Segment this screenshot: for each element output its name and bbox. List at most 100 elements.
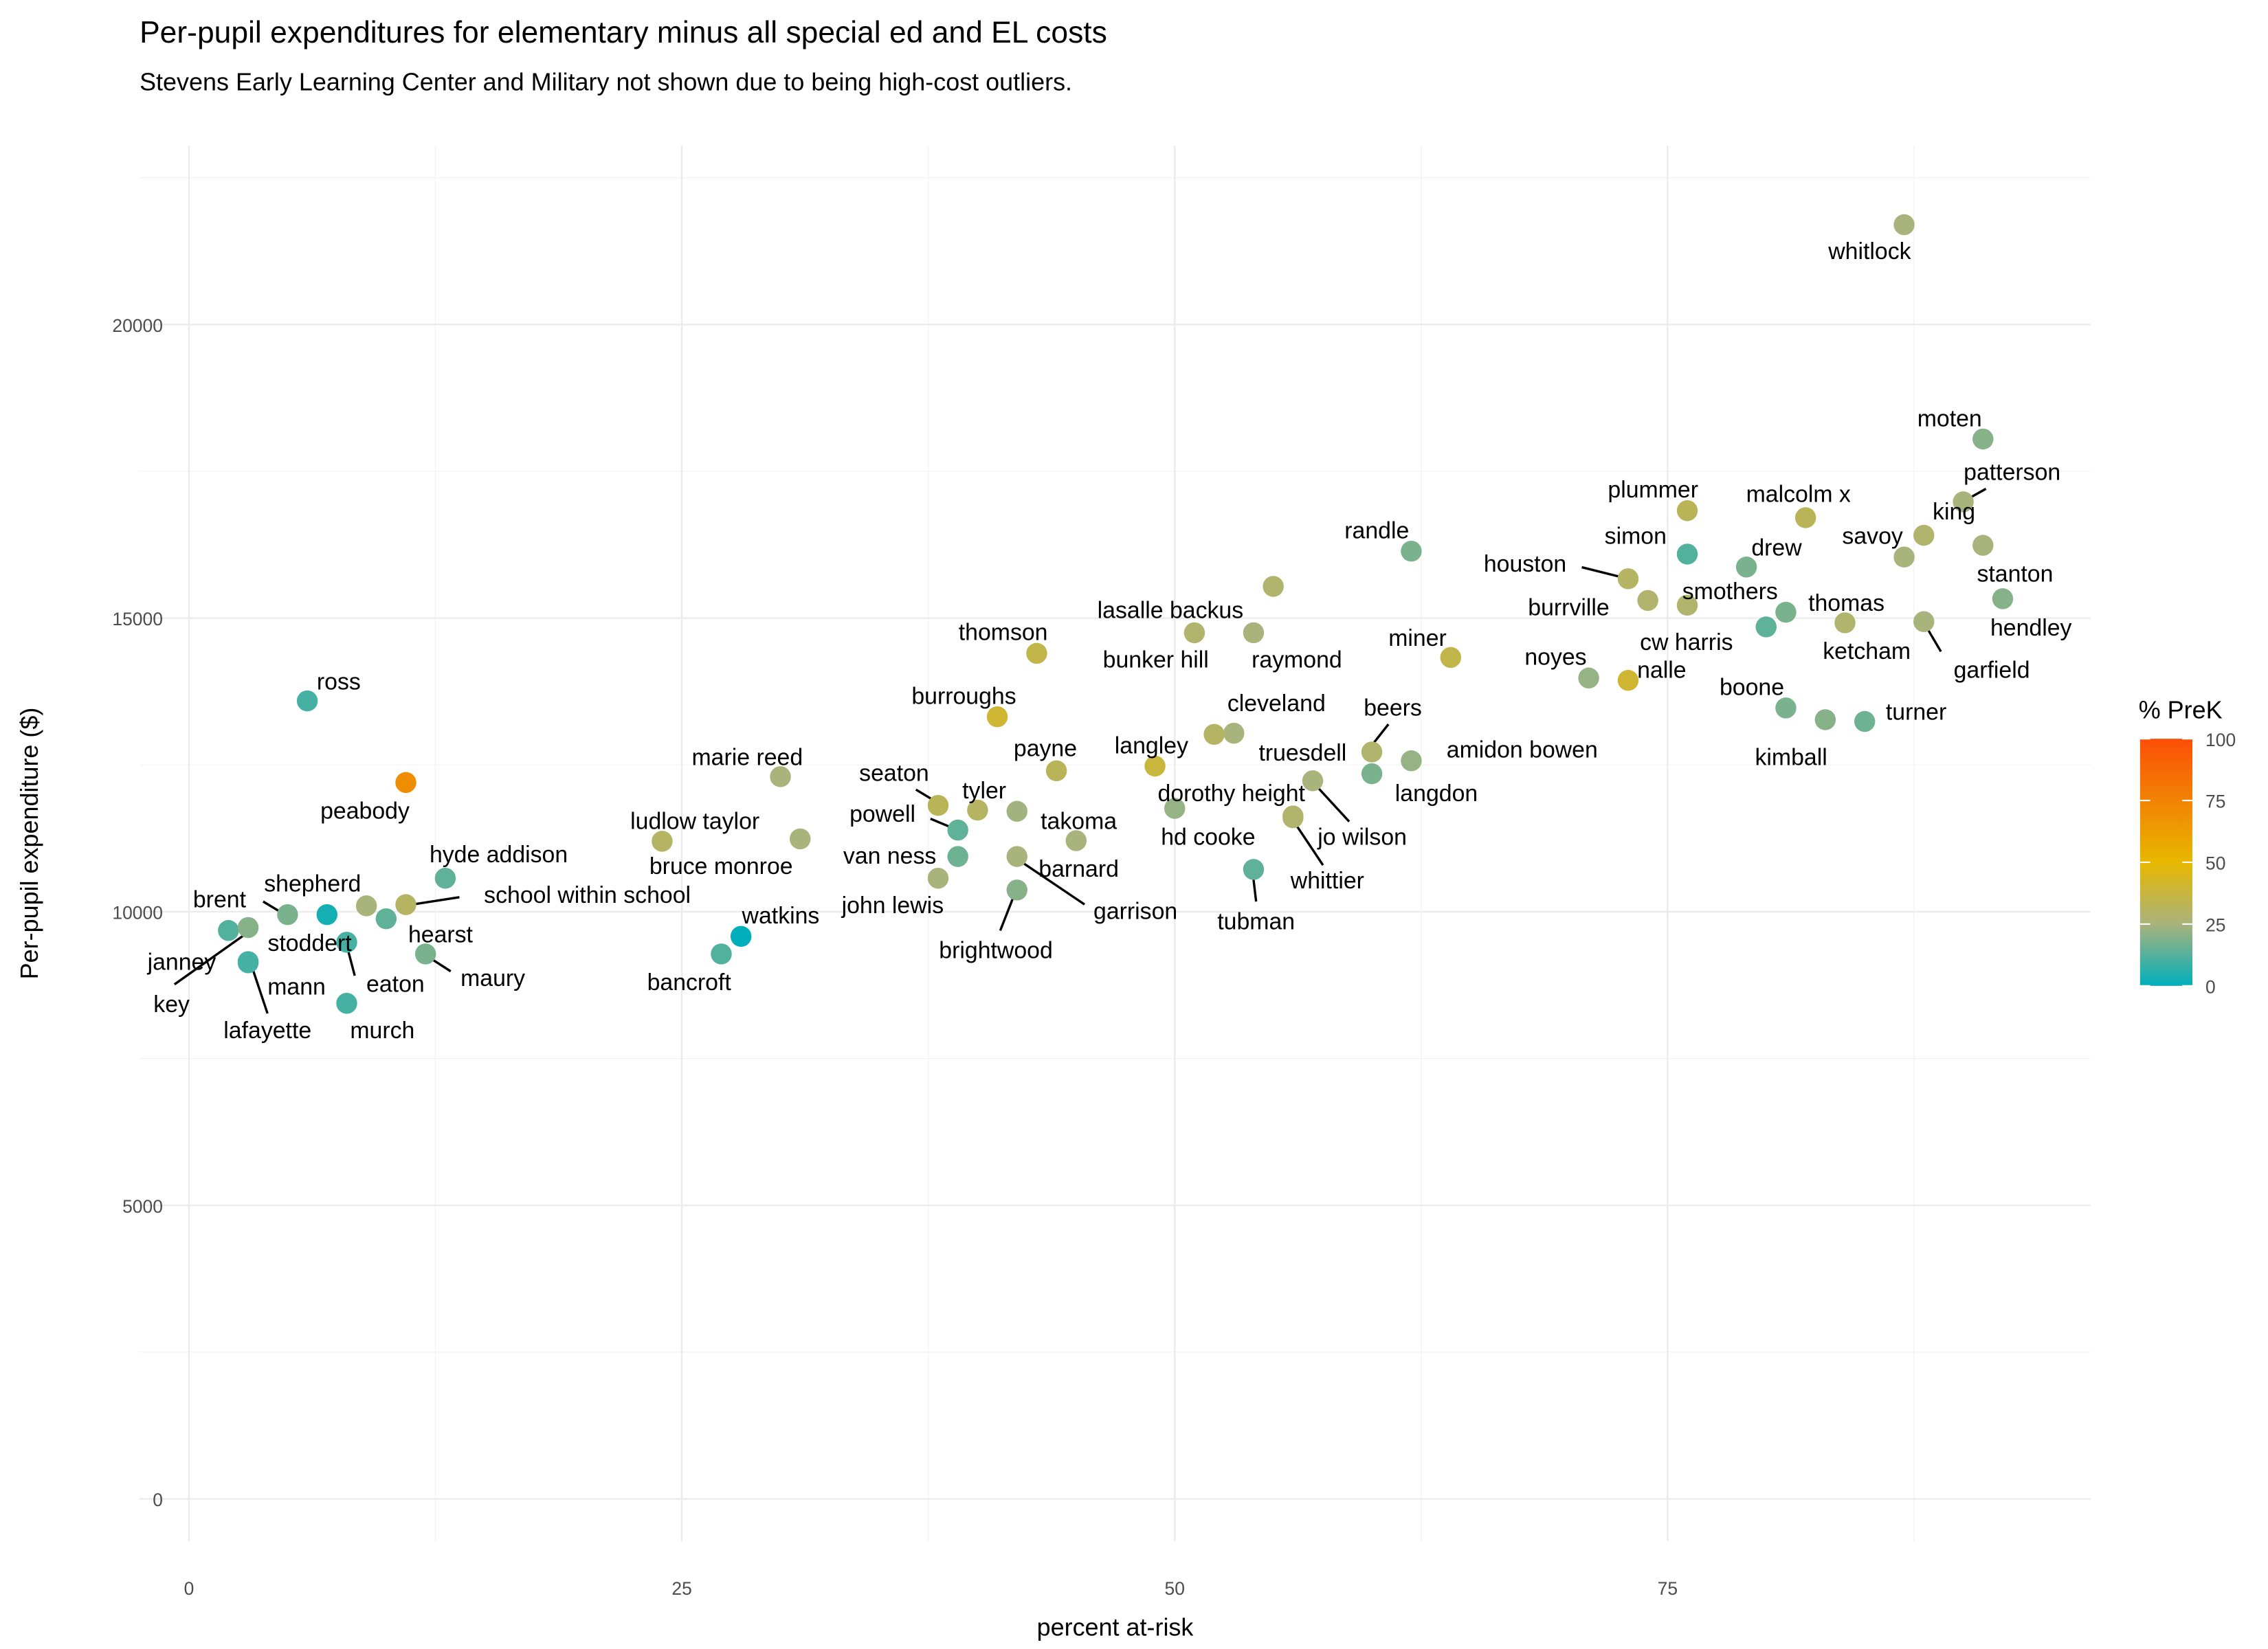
point-label: smothers	[1682, 579, 1778, 605]
point-label: stoddert	[267, 930, 352, 956]
point-label: bruce monroe	[649, 853, 793, 879]
data-point	[296, 690, 318, 712]
leader-line	[1925, 626, 1942, 653]
data-point	[218, 920, 239, 941]
data-point	[1006, 846, 1027, 867]
leader-line	[999, 897, 1014, 932]
data-point	[237, 917, 259, 939]
x-tick-label: 50	[1165, 1578, 1185, 1599]
data-point	[1893, 214, 1915, 236]
x-tick-label: 25	[671, 1578, 691, 1599]
chart-title: Per-pupil expenditures for elementary mi…	[140, 16, 1107, 49]
point-label: ludlow taylor	[630, 808, 759, 834]
legend-title: % PreK	[2139, 696, 2223, 724]
point-label: stanton	[1977, 561, 2053, 587]
point-label: maury	[460, 965, 525, 991]
data-point	[730, 926, 752, 947]
point-label: noyes	[1524, 644, 1586, 670]
data-point	[1263, 576, 1284, 597]
point-label: garrison	[1093, 899, 1177, 925]
data-point	[1637, 590, 1658, 612]
y-axis-ticks: 0 5000 10000 15000 20000	[112, 315, 163, 1510]
data-point	[1676, 500, 1698, 521]
point-label: whittier	[1290, 868, 1364, 894]
data-point	[1401, 750, 1422, 772]
point-label: turner	[1886, 699, 1946, 726]
data-point	[1755, 616, 1777, 638]
point-label: barnard	[1038, 856, 1119, 882]
data-point	[1834, 612, 1856, 633]
point-label: hearst	[408, 921, 474, 947]
legend-tick-label: 50	[2205, 853, 2225, 874]
legend: % PreK 0 25 50 75 100	[2139, 696, 2236, 998]
point-label: mann	[267, 974, 326, 1000]
point-label: watkins	[742, 903, 820, 929]
data-point	[1183, 622, 1205, 644]
point-label: hd cooke	[1161, 824, 1255, 851]
data-point	[414, 943, 436, 965]
point-label: raymond	[1252, 647, 1342, 673]
data-point	[947, 846, 968, 867]
x-tick-label: 75	[1658, 1578, 1678, 1599]
legend-tick-label: 25	[2205, 915, 2225, 935]
y-tick-label: 10000	[112, 903, 163, 923]
point-label: tyler	[962, 778, 1006, 804]
leader-line	[1021, 861, 1086, 906]
point-label: langdon	[1395, 781, 1478, 807]
data-point	[1045, 760, 1067, 782]
point-label: takoma	[1041, 808, 1117, 834]
point-label: hyde addison	[430, 842, 568, 868]
data-point	[395, 894, 416, 915]
y-tick-label: 5000	[122, 1196, 163, 1217]
legend-tick-label: 0	[2205, 976, 2216, 997]
point-label: tubman	[1217, 908, 1295, 934]
leader-line	[412, 896, 460, 906]
point-label: burrville	[1528, 594, 1609, 620]
data-point	[1913, 611, 1935, 632]
data-point	[1302, 770, 1324, 792]
point-label: langley	[1115, 732, 1188, 759]
data-point	[434, 867, 456, 889]
point-label: moten	[1917, 405, 1982, 431]
point-label: amidon bowen	[1447, 737, 1598, 763]
data-point	[1735, 557, 1757, 578]
point-label: savoy	[1842, 524, 1902, 550]
data-point	[1144, 755, 1166, 777]
data-point	[1440, 647, 1462, 669]
point-label: boone	[1720, 675, 1784, 701]
point-label: nalle	[1637, 657, 1686, 683]
data-point	[1203, 723, 1225, 745]
data-point	[1794, 507, 1816, 528]
data-point	[1243, 622, 1265, 644]
y-axis-label: Per-pupil expenditure ($)	[15, 708, 43, 980]
data-point	[967, 799, 988, 821]
data-point	[1972, 535, 1994, 556]
point-label: houston	[1484, 551, 1566, 577]
point-label: janney	[147, 950, 216, 976]
data-points	[218, 214, 2014, 1014]
data-point	[1401, 540, 1422, 562]
data-point	[277, 904, 298, 926]
point-label: peabody	[320, 798, 410, 824]
data-point	[395, 772, 416, 794]
point-label: john lewis	[841, 893, 944, 919]
point-label: eaton	[366, 971, 425, 997]
grid	[140, 146, 2091, 1541]
leader-line	[1252, 876, 1258, 902]
point-label: kimball	[1755, 744, 1827, 770]
point-label: simon	[1605, 524, 1667, 550]
point-label: brent	[193, 887, 247, 913]
point-label: ketcham	[1823, 638, 1911, 664]
data-point	[336, 932, 357, 953]
point-label: ross	[317, 669, 361, 695]
leader-line	[1293, 820, 1324, 866]
data-point	[1006, 879, 1027, 901]
data-point	[927, 795, 949, 816]
data-point	[1026, 642, 1047, 664]
point-label: lafayette	[223, 1018, 311, 1044]
point-label: seaton	[859, 761, 929, 787]
point-label: bancroft	[647, 969, 732, 996]
point-label: key	[153, 991, 190, 1018]
data-point	[1676, 594, 1698, 616]
data-point	[789, 828, 811, 850]
